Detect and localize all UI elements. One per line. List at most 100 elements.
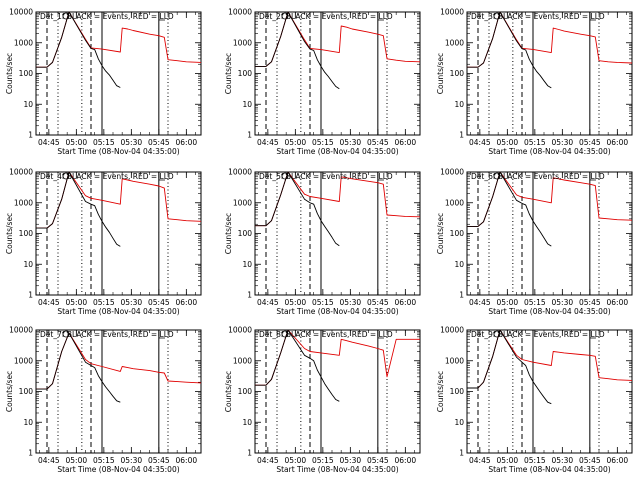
x-tick-label: 05:15 bbox=[312, 456, 334, 465]
chart-title: Det_8f BLACK = Events, RED = LLD bbox=[259, 330, 393, 339]
x-tick-label: 05:00 bbox=[285, 298, 307, 307]
events-series-line bbox=[36, 12, 121, 88]
y-tick-label: 1 bbox=[459, 449, 464, 458]
y-tick-label: 10 bbox=[454, 418, 464, 427]
y-axis-label: Counts/sec bbox=[224, 371, 233, 412]
corner-bracket-marker bbox=[377, 332, 384, 339]
plot-frame bbox=[254, 11, 421, 136]
chart-panel: 1 10 100 1000 10000 04:45 05:00 05:15 05:30 05:45… bbox=[224, 326, 421, 474]
x-tick-label: 05:30 bbox=[340, 456, 362, 465]
y-axis-label: Counts/sec bbox=[5, 213, 14, 254]
saa-marker-circle bbox=[493, 172, 501, 180]
corner-bracket-marker bbox=[158, 14, 165, 21]
events-series-line bbox=[467, 330, 552, 405]
x-axis-label: Start Time (08-Nov-04 04:35:00) bbox=[488, 147, 610, 156]
y-tick-label: 1 bbox=[247, 131, 252, 140]
x-axis-label: Start Time (08-Nov-04 04:35:00) bbox=[57, 307, 179, 316]
x-tick-label: 04:45 bbox=[38, 456, 60, 465]
plot-frame bbox=[254, 329, 421, 454]
saa-marker-circle bbox=[62, 172, 70, 180]
y-tick-label: 100 bbox=[19, 387, 34, 396]
corner-bracket-marker bbox=[589, 332, 596, 339]
y-tick-label: 1000 bbox=[14, 38, 33, 47]
x-tick-label: 05:15 bbox=[312, 298, 334, 307]
saa-marker-circle bbox=[281, 330, 289, 338]
plot-frame bbox=[466, 171, 633, 296]
events-series-line bbox=[255, 172, 340, 247]
y-tick-label: 1 bbox=[247, 291, 252, 300]
x-tick-label: 06:00 bbox=[176, 298, 198, 307]
corner-bracket-marker bbox=[377, 174, 384, 181]
x-axis-label: Start Time (08-Nov-04 04:35:00) bbox=[276, 307, 398, 316]
chart-panel: 1 10 100 1000 10000 04:45 05:00 05:15 05:30 05:45… bbox=[5, 168, 202, 316]
x-tick-label: 05:45 bbox=[148, 456, 170, 465]
y-tick-label: 1000 bbox=[14, 198, 33, 207]
x-tick-label: 05:30 bbox=[121, 298, 143, 307]
x-tick-label: 05:30 bbox=[121, 456, 143, 465]
y-tick-label: 1000 bbox=[445, 198, 464, 207]
y-axis-label: Counts/sec bbox=[436, 213, 445, 254]
saa-marker-circle bbox=[62, 12, 70, 20]
y-axis-label: Counts/sec bbox=[5, 53, 14, 94]
y-tick-label: 10 bbox=[242, 260, 252, 269]
y-axis-label: Counts/sec bbox=[5, 371, 14, 412]
events-series-line bbox=[467, 172, 552, 247]
x-axis-label: Start Time (08-Nov-04 04:35:00) bbox=[276, 465, 398, 474]
y-tick-label: 1000 bbox=[445, 356, 464, 365]
plot-frame bbox=[466, 329, 633, 454]
saa-marker-circle bbox=[493, 12, 501, 20]
x-tick-label: 05:45 bbox=[367, 298, 389, 307]
x-tick-label: 05:30 bbox=[552, 456, 574, 465]
y-tick-label: 10000 bbox=[228, 168, 252, 177]
x-tick-label: 05:30 bbox=[340, 138, 362, 147]
x-tick-label: 05:15 bbox=[93, 456, 115, 465]
chart-title: Det_6f BLACK = Events, RED = LLD bbox=[471, 172, 605, 181]
x-tick-label: 05:00 bbox=[497, 298, 519, 307]
y-tick-label: 1000 bbox=[14, 356, 33, 365]
events-series-line bbox=[36, 172, 121, 247]
x-tick-label: 05:30 bbox=[552, 138, 574, 147]
corner-bracket-marker bbox=[377, 14, 384, 21]
x-tick-label: 05:00 bbox=[285, 456, 307, 465]
x-tick-label: 04:45 bbox=[38, 298, 60, 307]
plot-frame bbox=[254, 171, 421, 296]
y-tick-label: 100 bbox=[238, 229, 253, 238]
y-tick-label: 1 bbox=[28, 291, 33, 300]
y-tick-label: 10000 bbox=[9, 168, 33, 177]
x-tick-label: 05:15 bbox=[524, 138, 546, 147]
saa-marker-circle bbox=[62, 330, 70, 338]
saa-marker-circle bbox=[493, 330, 501, 338]
saa-marker-circle bbox=[281, 172, 289, 180]
y-tick-label: 10 bbox=[242, 418, 252, 427]
x-tick-label: 04:45 bbox=[469, 138, 491, 147]
x-tick-label: 05:15 bbox=[312, 138, 334, 147]
x-tick-label: 05:00 bbox=[66, 138, 88, 147]
y-tick-label: 100 bbox=[238, 69, 253, 78]
y-tick-label: 1000 bbox=[233, 198, 252, 207]
chart-panel: 1 10 100 1000 10000 04:45 05:00 05:15 05:30 05:45… bbox=[224, 8, 421, 156]
x-axis-label: Start Time (08-Nov-04 04:35:00) bbox=[488, 465, 610, 474]
y-tick-label: 10 bbox=[23, 260, 33, 269]
y-tick-label: 100 bbox=[450, 69, 465, 78]
y-tick-label: 100 bbox=[19, 229, 34, 238]
x-tick-label: 05:00 bbox=[66, 456, 88, 465]
chart-title: Det_3f BLACK = Events, RED = LLD bbox=[471, 12, 605, 21]
y-axis-label: Counts/sec bbox=[224, 53, 233, 94]
y-axis-label: Counts/sec bbox=[436, 53, 445, 94]
x-tick-label: 06:00 bbox=[607, 456, 629, 465]
chart-title: Det_1f BLACK = Events, RED = LLD bbox=[40, 12, 174, 21]
x-axis-label: Start Time (08-Nov-04 04:35:00) bbox=[57, 465, 179, 474]
x-tick-label: 04:45 bbox=[257, 298, 279, 307]
x-tick-label: 05:00 bbox=[497, 456, 519, 465]
chart-title: Det_2f BLACK = Events, RED = LLD bbox=[259, 12, 393, 21]
x-tick-label: 05:30 bbox=[340, 298, 362, 307]
chart-title: Det_7f BLACK = Events, RED = LLD bbox=[40, 330, 174, 339]
chart-title: Det_5f BLACK = Events, RED = LLD bbox=[259, 172, 393, 181]
x-tick-label: 05:45 bbox=[579, 456, 601, 465]
chart-panel: 1 10 100 1000 10000 04:45 05:00 05:15 05:30 05:45… bbox=[5, 326, 202, 474]
y-tick-label: 1000 bbox=[445, 38, 464, 47]
y-tick-label: 10 bbox=[454, 100, 464, 109]
x-tick-label: 06:00 bbox=[176, 138, 198, 147]
x-tick-label: 05:15 bbox=[93, 138, 115, 147]
x-tick-label: 05:15 bbox=[93, 298, 115, 307]
